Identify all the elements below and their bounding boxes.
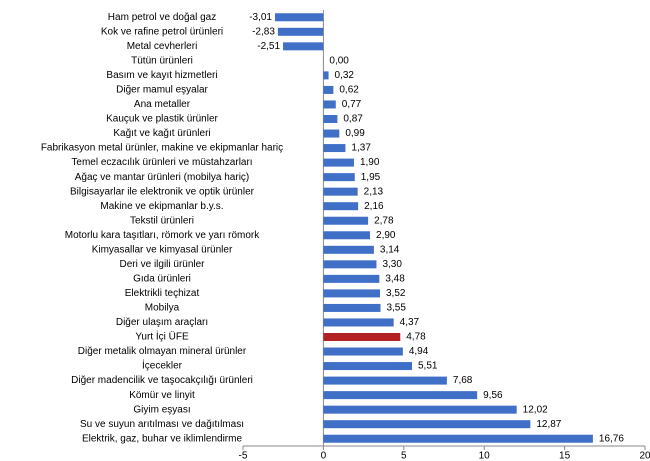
x-tick-label: 10 (479, 451, 491, 461)
y-tick-label: Kağıt ve kağıt ürünleri (113, 128, 210, 139)
value-label: 12,87 (536, 419, 561, 430)
bar (323, 129, 340, 138)
y-tick-label: Yurt İçi ÜFE (135, 330, 189, 343)
value-label: 3,14 (380, 244, 400, 255)
value-label: 3,30 (382, 259, 402, 270)
value-label: 4,78 (406, 332, 426, 343)
y-tick-label: Tütün ürünleri (131, 56, 193, 67)
y-tick-label: Mobilya (145, 303, 180, 314)
bar (323, 376, 447, 385)
y-tick-label: Kok ve rafine petrol ürünleri (101, 26, 223, 37)
value-label: 2,78 (374, 215, 394, 226)
bar (323, 173, 355, 182)
bar (323, 231, 371, 240)
x-tick-label: 20 (639, 451, 650, 461)
value-label: 12,02 (523, 404, 548, 415)
bar (323, 405, 517, 414)
bar (323, 289, 381, 298)
bar (323, 420, 531, 429)
y-tick-label: Diğer metalik olmayan mineral ürünler (78, 346, 247, 357)
y-tick-label: Gıda ürünleri (133, 274, 191, 285)
bar (323, 115, 338, 123)
y-tick-label: Su ve suyun arıtılması ve dağıtılması (80, 419, 244, 430)
y-tick-label: Diğer mamul eşyalar (116, 85, 208, 96)
value-label: 1,37 (351, 143, 371, 154)
y-tick-label: Bilgisayarlar ile elektronik ve optik ür… (70, 186, 255, 197)
value-label: 0,87 (343, 114, 363, 125)
value-label: 1,95 (361, 172, 381, 183)
y-tick-label: Temel eczacılık ürünleri ve müstahzarlar… (71, 157, 252, 168)
y-tick-label: Elektrikli teçhizat (125, 288, 200, 299)
value-label: 0,00 (329, 56, 349, 67)
x-tick-label: 0 (321, 451, 327, 461)
x-tick-label: -5 (239, 451, 248, 461)
bar (323, 260, 377, 269)
x-tick-label: 15 (559, 451, 571, 461)
bar (323, 391, 478, 400)
y-tick-label: İçecekler (142, 359, 183, 372)
value-label: 2,90 (376, 230, 396, 241)
bar (323, 216, 369, 225)
y-tick-label: Diğer madencilik ve taşocakçılığı ürünle… (71, 375, 253, 386)
bar (323, 318, 394, 327)
y-tick-label: Fabrikasyon metal ürünler, makine ve eki… (41, 143, 283, 154)
y-tick-label: Metal cevherleri (127, 41, 198, 52)
value-label: 0,77 (342, 99, 362, 110)
value-label: 0,99 (345, 128, 365, 139)
bar (323, 187, 358, 196)
y-tick-label: Diğer ulaşım araçları (116, 317, 208, 328)
bar (323, 333, 401, 341)
value-label: 0,32 (335, 70, 355, 81)
value-label: 1,90 (360, 157, 380, 168)
value-label: 2,13 (364, 186, 384, 197)
value-label: -2,83 (252, 26, 275, 37)
value-label: 9,56 (483, 390, 503, 401)
y-tick-label: Basım ve kayıt hizmetleri (106, 70, 217, 81)
value-label: 7,68 (453, 375, 473, 386)
bar (323, 245, 374, 254)
bar (323, 303, 381, 312)
y-tick-label: Makine ve ekipmanlar b.y.s. (100, 201, 223, 212)
bar (323, 202, 359, 211)
bar (277, 27, 324, 36)
bar (323, 347, 403, 356)
y-tick-label: Ham petrol ve doğal gaz (108, 12, 216, 23)
y-tick-label: Ana metaller (134, 99, 191, 110)
bar (323, 85, 334, 94)
value-label: 4,94 (409, 346, 429, 357)
y-tick-label: Motorlu kara taşıtları, römork ve yarı r… (65, 230, 260, 241)
value-label: 4,37 (400, 317, 420, 328)
y-tick-label: Kauçuk ve plastik ürünler (106, 114, 218, 125)
value-label: 5,51 (418, 361, 438, 372)
y-tick-label: Deri ve ilgili ürünler (119, 259, 205, 270)
value-label: 3,48 (385, 274, 405, 285)
bar (274, 13, 324, 22)
value-label: 2,16 (364, 201, 384, 212)
bar (323, 100, 336, 109)
value-label: 0,62 (339, 85, 359, 96)
y-tick-label: Kimyasallar ve kimyasal ürünler (92, 244, 233, 255)
value-label: 16,76 (599, 433, 624, 444)
value-label: -2,51 (257, 41, 280, 52)
bar (323, 71, 329, 80)
bar (323, 274, 380, 283)
y-tick-label: Elektrik, gaz, buhar ve iklimlendirme (82, 433, 242, 444)
value-label: 3,55 (386, 303, 406, 314)
y-tick-label: Ağaç ve mantar ürünleri (mobilya hariç) (75, 172, 250, 183)
value-label: 3,52 (386, 288, 406, 299)
bar (323, 362, 413, 371)
bar (283, 42, 324, 51)
value-label: -3,01 (249, 12, 272, 23)
x-tick-label: 5 (401, 451, 407, 461)
y-tick-label: Giyim eşyası (133, 404, 190, 415)
y-tick-label: Kömür ve linyit (129, 390, 195, 401)
bar (323, 434, 593, 443)
y-tick-label: Tekstil ürünleri (130, 215, 194, 226)
bar (323, 144, 346, 153)
bar (323, 158, 354, 167)
